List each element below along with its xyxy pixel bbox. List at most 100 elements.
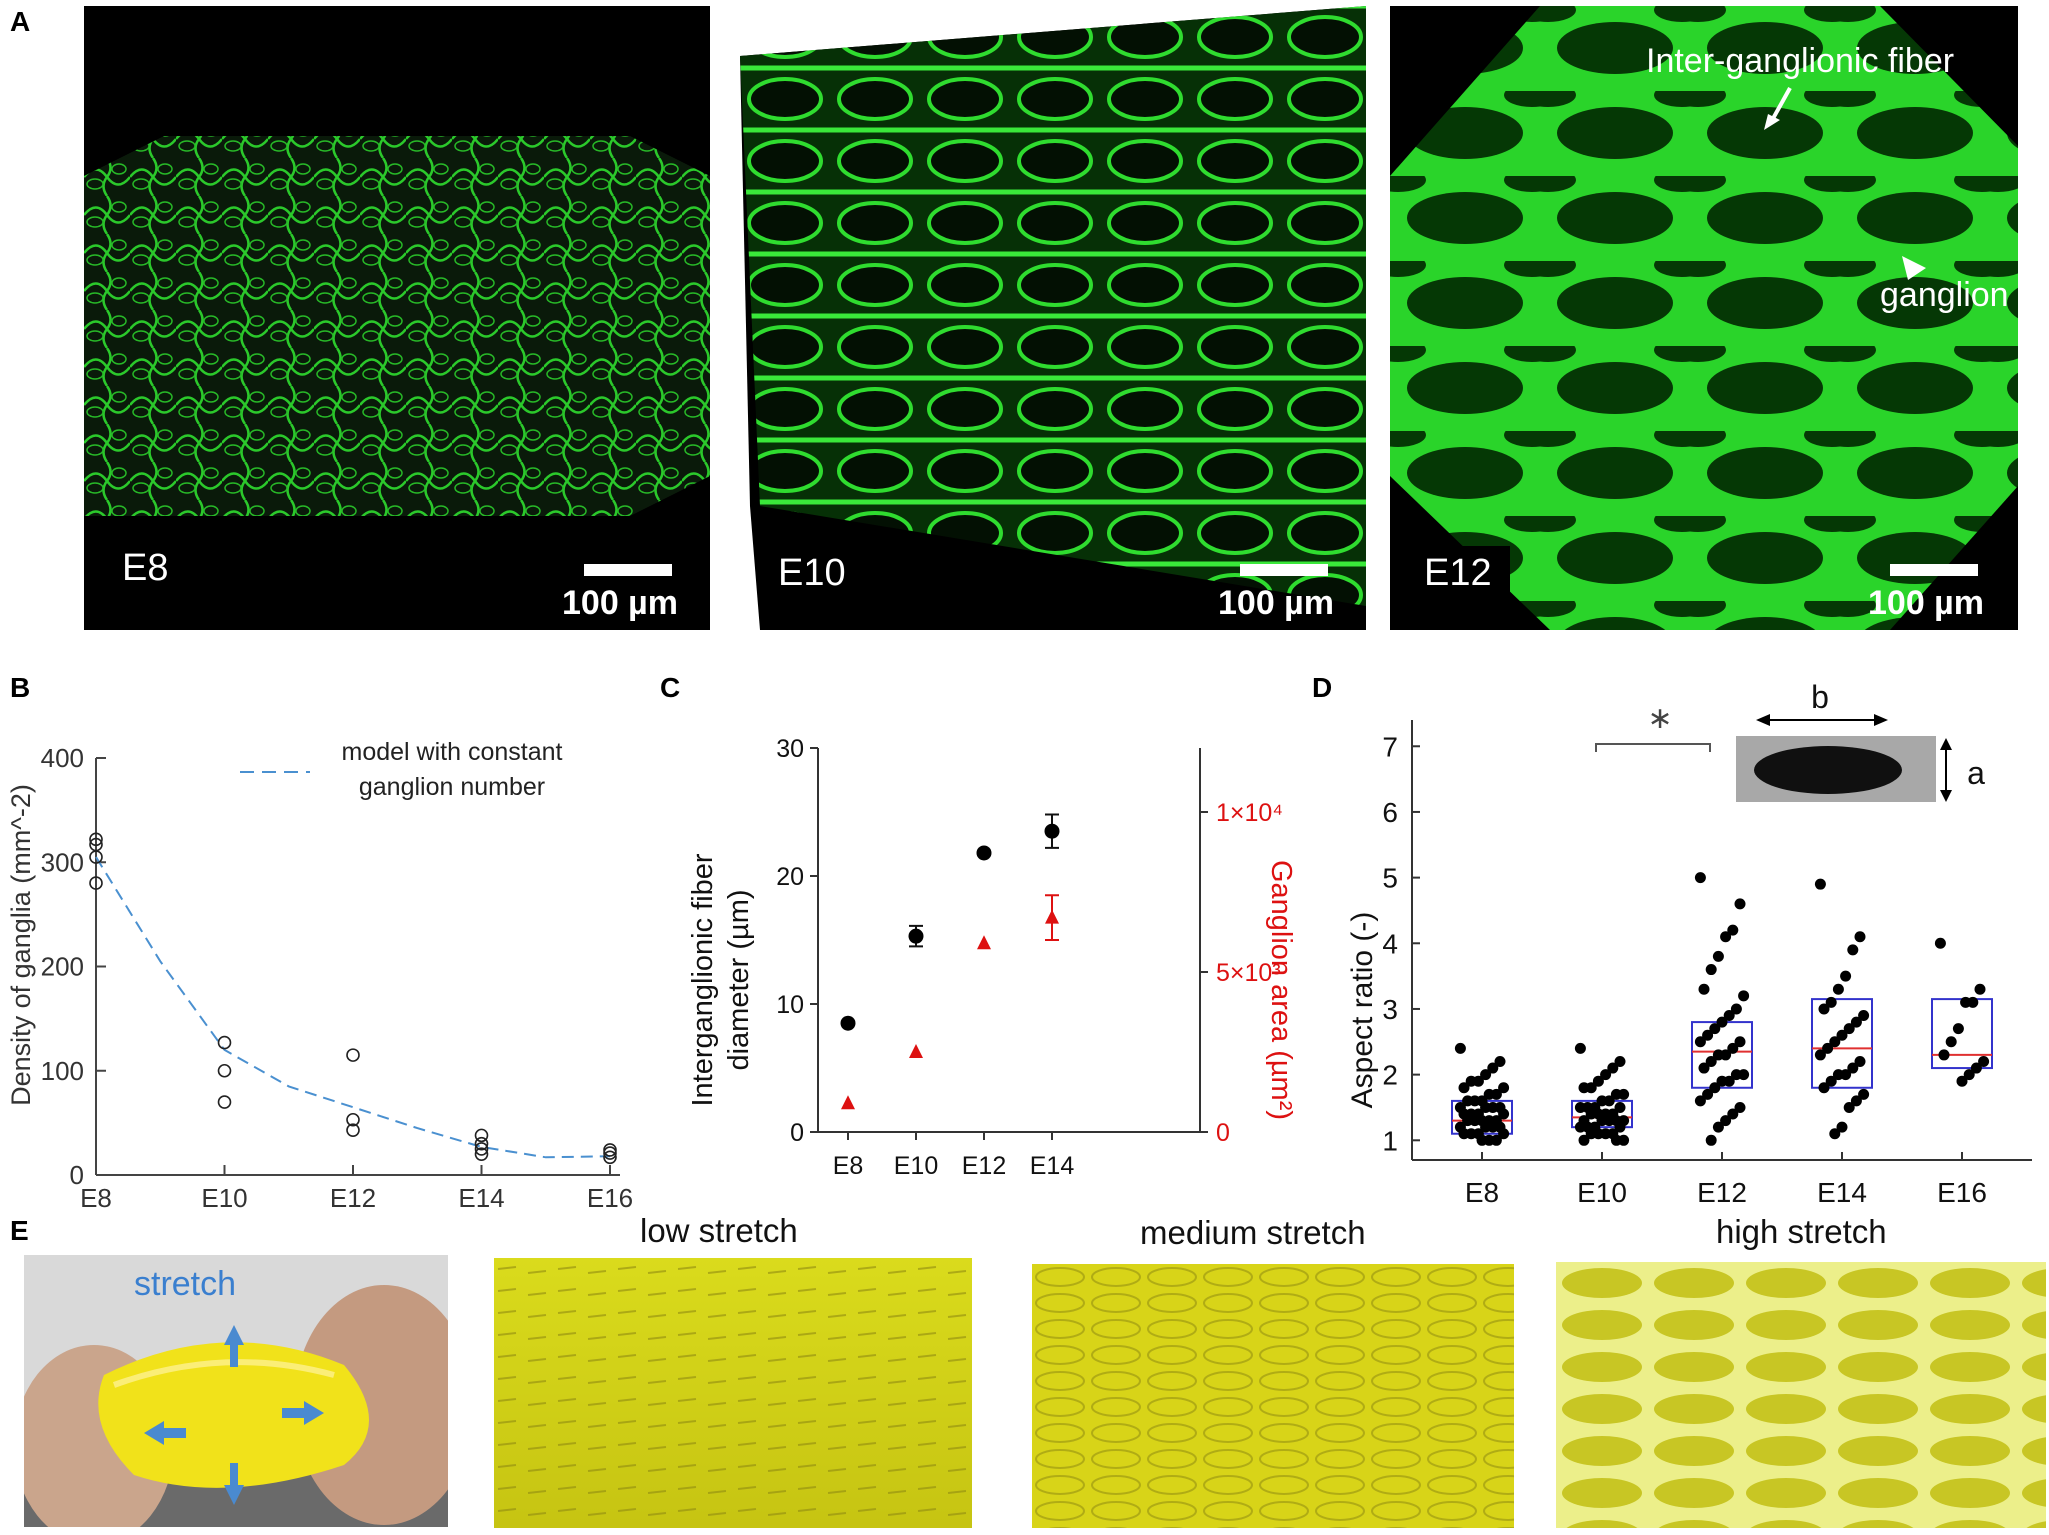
chart-d-data-point — [1462, 1095, 1474, 1107]
panel-letter-b: B — [10, 672, 31, 703]
chart-d-data-point — [1585, 1128, 1597, 1140]
chart-d-data-point — [1822, 1042, 1834, 1054]
photo-hand-stretching: stretch — [24, 1255, 448, 1527]
panel-letter-a: A — [10, 6, 31, 37]
scale-bar-e12 — [1890, 564, 1978, 576]
micrograph-e8: E8 100 µm — [84, 6, 710, 630]
chart-d-ytick-label: 1 — [1382, 1125, 1398, 1156]
chart-d-box — [1811, 998, 1873, 1089]
chart-b-ytick-label: 100 — [41, 1056, 84, 1086]
chart-d-data-point — [1814, 1049, 1826, 1061]
chart-b-model-curve — [95, 856, 611, 1159]
chart-d-data-point — [1614, 1055, 1626, 1067]
chart-d-ytick-label: 2 — [1382, 1060, 1398, 1091]
chart-d-data-point — [1712, 1049, 1724, 1061]
chart-c-area-point — [909, 1044, 923, 1058]
chart-b-data-point — [474, 1136, 489, 1151]
chart-b-data-point — [89, 876, 103, 890]
chart-d-data-point — [1843, 1023, 1855, 1035]
panel-letter-c: C — [660, 672, 681, 703]
chart-c-fiber-area: 0 10 20 30 0 5×10³ 1×10⁴ E8 E10 E12 E14 Intergangl… — [687, 735, 1297, 1180]
chart-d-data-point — [1712, 950, 1724, 962]
chart-b-data-point — [603, 1146, 617, 1160]
chart-d-data-point — [1585, 1108, 1597, 1120]
chart-d-data-point — [1705, 964, 1717, 976]
chart-d-data-point — [1705, 1055, 1717, 1067]
chart-d-data-point — [1480, 1101, 1492, 1113]
chart-b-xtick-label: E8 — [80, 1183, 112, 1210]
chart-d-data-point — [1592, 1075, 1604, 1087]
chart-d-data-point — [1818, 1082, 1830, 1094]
chart-d-data-point — [1698, 1062, 1710, 1074]
title-high-stretch: high stretch — [1716, 1213, 1887, 1250]
chart-d-ytick-label: 3 — [1382, 994, 1398, 1025]
chart-d-data-point — [1829, 1128, 1841, 1140]
chart-d-data-point — [1578, 1082, 1590, 1094]
chart-d-data-point — [1730, 1003, 1742, 1015]
inset-ganglion-image: b a — [1736, 680, 1985, 802]
chart-b-density: 0 100 200 300 400 E8 E10 E12 E14 E16 Density of g… — [6, 738, 633, 1210]
chart-d-data-point — [1574, 1042, 1586, 1054]
chart-d-data-point — [1978, 1055, 1990, 1067]
chart-d-data-point — [1610, 1134, 1622, 1146]
chart-d-data-point — [1858, 1088, 1870, 1100]
chart-d-data-point — [1818, 1003, 1830, 1015]
chart-d-data-point — [1574, 1101, 1586, 1113]
significance-bracket: ∗ — [1595, 702, 1711, 752]
chart-d-data-point — [1578, 1134, 1590, 1146]
fiber-arrow-icon — [1764, 87, 1792, 130]
chart-c-ytick-right-label: 0 — [1216, 1119, 1230, 1147]
chart-c-ytick-left-label: 30 — [776, 735, 804, 763]
chart-b-legend: model with constant ganglion number — [240, 738, 563, 801]
chart-d-data-point — [1836, 1029, 1848, 1041]
chart-d-data-point — [1850, 1095, 1862, 1107]
chart-d-data-point — [1476, 1134, 1488, 1146]
network-image-e10 — [740, 6, 1366, 630]
title-medium-stretch: medium stretch — [1140, 1214, 1366, 1251]
chart-d-data-point — [1734, 1101, 1746, 1113]
chart-b-data-point — [474, 1142, 489, 1156]
chart-d-data-point — [1814, 878, 1826, 890]
chart-d-data-point — [1938, 1049, 1950, 1061]
chart-d-data-point — [1465, 1075, 1477, 1087]
panel-letter-d: D — [1312, 672, 1333, 703]
chart-d-data-point — [1960, 996, 1972, 1008]
chart-d-data-point — [1934, 937, 1946, 949]
chart-d-xtick-label: E10 — [1577, 1177, 1627, 1208]
chart-d-data-point — [1738, 990, 1750, 1002]
chart-d-data-point — [1487, 1062, 1499, 1074]
chart-b-data-point — [346, 1112, 360, 1127]
scale-label-e12: 100 µm — [1868, 584, 1984, 622]
scale-label-e10: 100 µm — [1218, 584, 1334, 622]
chart-d-ytick-label: 6 — [1382, 797, 1398, 828]
chart-d-ytick-label: 5 — [1382, 863, 1398, 894]
chart-d-data-point — [1458, 1082, 1470, 1094]
chart-d-data-point — [1716, 1016, 1728, 1028]
photo-high-stretch — [1556, 1262, 2046, 1528]
high-stretch-surface — [1556, 1262, 2046, 1528]
chart-d-data-point — [1829, 1036, 1841, 1048]
chart-c-area-point — [841, 1095, 855, 1110]
chart-c-xtick-label: E12 — [962, 1152, 1006, 1180]
chart-d-data-point — [1723, 1010, 1735, 1022]
chart-b-xtick-label: E16 — [587, 1183, 633, 1210]
photo-low-stretch — [494, 1258, 972, 1528]
chart-c-ytick-right-label: 1×10⁴ — [1216, 799, 1283, 827]
ganglion-arrowhead-icon — [1902, 256, 1926, 280]
chart-b-ytick-label: 0 — [70, 1160, 84, 1190]
chart-b-data-point — [474, 1128, 489, 1143]
chart-b-xtick-label: E14 — [458, 1183, 504, 1210]
chart-d-data-point — [1945, 1036, 1957, 1048]
chart-d-data-point — [1596, 1115, 1608, 1127]
chart-d-data-point — [1963, 1069, 1975, 1081]
inset-label-a: a — [1967, 755, 1985, 791]
chart-d-ylabel: Aspect ratio (-) — [1346, 912, 1379, 1109]
chart-d-data-point — [1727, 924, 1739, 936]
stage-label-e8: E8 — [104, 541, 187, 600]
chart-d-aspect-ratio: 1 2 3 4 5 6 7 E8 E10 E12 E14 E16 Aspect ratio (-) ∗… — [1346, 680, 2032, 1208]
chart-b-ytick-label: 200 — [41, 952, 84, 982]
scale-label-e8: 100 µm — [562, 584, 678, 622]
chart-d-data-point — [1614, 1101, 1626, 1113]
chart-d-data-point — [1720, 931, 1732, 943]
photo-medium-stretch — [1032, 1264, 1514, 1528]
